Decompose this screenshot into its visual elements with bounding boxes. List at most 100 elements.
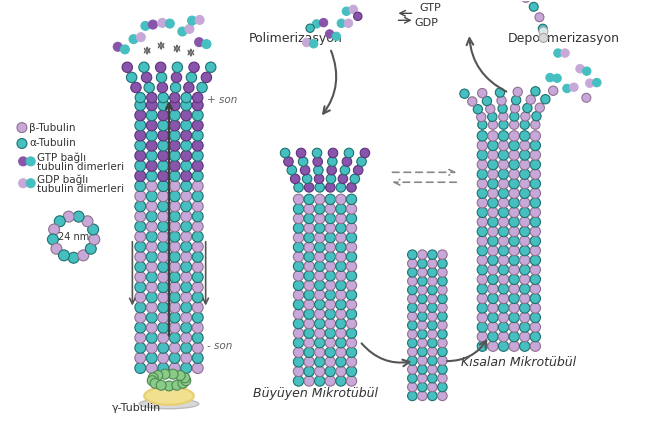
Circle shape xyxy=(477,312,487,323)
Circle shape xyxy=(488,236,498,246)
Circle shape xyxy=(488,322,498,332)
Circle shape xyxy=(509,293,519,304)
Circle shape xyxy=(294,223,303,233)
Circle shape xyxy=(294,183,303,192)
Circle shape xyxy=(519,246,530,256)
Circle shape xyxy=(181,363,192,374)
Circle shape xyxy=(347,337,356,348)
Circle shape xyxy=(488,160,498,170)
Circle shape xyxy=(526,95,536,104)
Circle shape xyxy=(135,322,146,333)
Circle shape xyxy=(473,104,483,114)
Circle shape xyxy=(428,276,437,286)
Circle shape xyxy=(357,157,366,166)
Circle shape xyxy=(192,302,203,313)
Circle shape xyxy=(181,120,192,131)
Circle shape xyxy=(521,0,530,2)
Circle shape xyxy=(477,341,487,351)
Circle shape xyxy=(58,250,69,261)
Circle shape xyxy=(181,201,192,212)
Circle shape xyxy=(438,391,447,401)
Circle shape xyxy=(328,157,337,166)
Circle shape xyxy=(498,198,509,208)
Circle shape xyxy=(347,242,356,252)
Circle shape xyxy=(509,207,519,218)
Circle shape xyxy=(135,261,146,272)
Circle shape xyxy=(315,213,325,224)
Text: Polimerizasyon: Polimerizasyon xyxy=(249,31,342,45)
Circle shape xyxy=(192,282,203,293)
Circle shape xyxy=(294,299,303,310)
Circle shape xyxy=(325,232,336,243)
Circle shape xyxy=(306,24,315,32)
Circle shape xyxy=(418,356,427,365)
Circle shape xyxy=(347,223,356,233)
Circle shape xyxy=(205,62,216,73)
Circle shape xyxy=(294,290,303,300)
Circle shape xyxy=(519,303,530,313)
Circle shape xyxy=(181,322,192,333)
Circle shape xyxy=(337,19,345,28)
Circle shape xyxy=(296,148,306,158)
Circle shape xyxy=(418,374,427,383)
Circle shape xyxy=(315,242,325,252)
Circle shape xyxy=(181,292,192,303)
Circle shape xyxy=(172,380,182,390)
Circle shape xyxy=(78,250,89,261)
Circle shape xyxy=(51,243,62,254)
Circle shape xyxy=(281,148,290,158)
Circle shape xyxy=(304,252,315,262)
Circle shape xyxy=(146,312,157,323)
Circle shape xyxy=(325,299,336,310)
Circle shape xyxy=(488,331,498,342)
Circle shape xyxy=(146,271,157,282)
Circle shape xyxy=(304,376,315,386)
Circle shape xyxy=(169,322,181,333)
Circle shape xyxy=(169,282,181,293)
Circle shape xyxy=(181,251,192,262)
Circle shape xyxy=(135,221,146,232)
FancyArrowPatch shape xyxy=(467,38,506,92)
Circle shape xyxy=(156,72,167,83)
Circle shape xyxy=(561,49,569,57)
Circle shape xyxy=(304,290,315,300)
Circle shape xyxy=(570,83,578,91)
Circle shape xyxy=(509,322,519,332)
Circle shape xyxy=(201,72,212,83)
Circle shape xyxy=(336,366,346,377)
Circle shape xyxy=(181,140,192,151)
Circle shape xyxy=(336,252,346,262)
Circle shape xyxy=(146,201,157,212)
Circle shape xyxy=(146,302,157,313)
Circle shape xyxy=(48,224,60,235)
Circle shape xyxy=(192,130,203,141)
Circle shape xyxy=(428,250,437,260)
Circle shape xyxy=(158,241,169,252)
Circle shape xyxy=(294,347,303,357)
Circle shape xyxy=(192,342,203,353)
Circle shape xyxy=(192,241,203,252)
Circle shape xyxy=(482,97,492,106)
Circle shape xyxy=(192,120,203,131)
Circle shape xyxy=(304,223,315,233)
Circle shape xyxy=(509,341,519,351)
Circle shape xyxy=(180,373,190,383)
Circle shape xyxy=(336,376,346,386)
Circle shape xyxy=(168,369,178,379)
Circle shape xyxy=(169,332,181,343)
Circle shape xyxy=(144,82,154,93)
Circle shape xyxy=(169,150,181,161)
Circle shape xyxy=(304,309,315,319)
Circle shape xyxy=(488,303,498,313)
Circle shape xyxy=(509,198,519,208)
Circle shape xyxy=(181,100,192,111)
Circle shape xyxy=(520,120,529,129)
Circle shape xyxy=(498,179,509,189)
Circle shape xyxy=(336,194,346,205)
Circle shape xyxy=(158,211,169,222)
Circle shape xyxy=(530,226,540,237)
Circle shape xyxy=(325,337,336,348)
Circle shape xyxy=(326,30,334,38)
Circle shape xyxy=(407,294,417,304)
Circle shape xyxy=(438,294,447,304)
